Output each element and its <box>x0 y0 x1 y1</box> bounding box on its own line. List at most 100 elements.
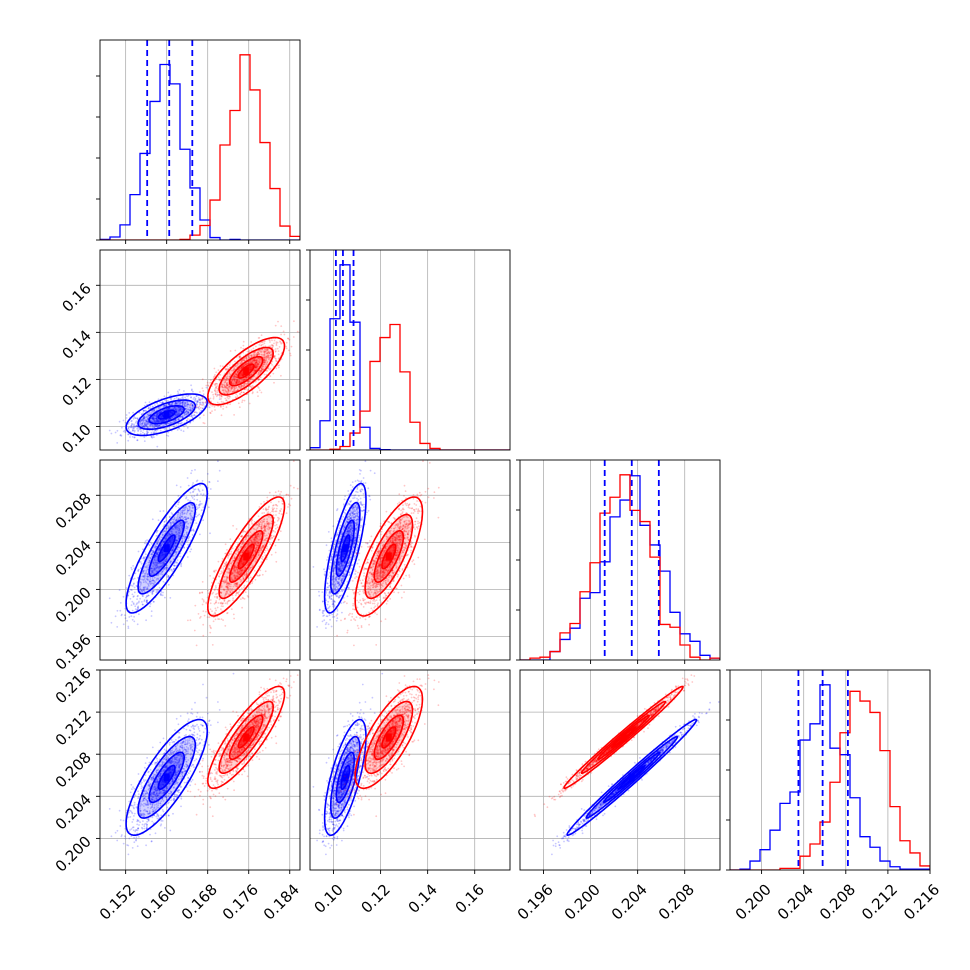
scatter-point <box>186 477 189 479</box>
scatter-point <box>179 416 182 418</box>
scatter-point <box>199 399 202 402</box>
scatter-point <box>233 368 235 371</box>
scatter-point <box>193 629 196 632</box>
scatter-point <box>236 379 239 382</box>
scatter-point <box>219 394 222 396</box>
scatter-point <box>250 341 253 343</box>
scatter-point <box>151 417 154 420</box>
scatter-point <box>214 374 216 376</box>
scatter-point <box>163 420 166 422</box>
scatter-point <box>165 423 168 426</box>
scatter-point <box>153 409 156 412</box>
scatter-point <box>176 409 179 411</box>
scatter-point <box>232 382 235 384</box>
scatter-point <box>261 348 264 351</box>
scatter-point <box>262 354 265 357</box>
scatter-point <box>125 417 128 419</box>
scatter-point <box>143 416 146 418</box>
scatter-point <box>181 401 184 404</box>
panel-0-0 <box>100 40 300 240</box>
scatter-point <box>262 365 264 368</box>
scatter-point <box>199 416 201 419</box>
scatter-point <box>251 361 254 364</box>
scatter-point <box>242 359 244 361</box>
scatter-point <box>175 408 178 410</box>
scatter-point <box>160 419 163 422</box>
scatter-point <box>145 410 148 412</box>
scatter-point <box>226 384 229 387</box>
scatter-point <box>187 418 189 420</box>
scatter-point <box>162 510 165 512</box>
scatter-point <box>154 420 157 422</box>
scatter-point <box>181 422 183 424</box>
scatter-point <box>170 403 173 406</box>
scatter-point <box>244 364 247 366</box>
scatter-point <box>127 433 130 435</box>
scatter-point <box>234 387 237 390</box>
scatter-point <box>155 418 158 420</box>
scatter-point <box>143 418 146 420</box>
scatter-point <box>193 396 196 399</box>
scatter-point <box>274 348 277 350</box>
scatter-point <box>135 420 138 423</box>
scatter-point <box>188 409 191 411</box>
scatter-point <box>185 419 188 422</box>
scatter-point <box>151 423 154 426</box>
scatter-point <box>156 402 159 405</box>
scatter-point <box>184 401 187 403</box>
scatter-point <box>250 386 253 389</box>
scatter-point <box>173 419 176 422</box>
scatter-point <box>146 426 149 429</box>
scatter-point <box>191 407 194 409</box>
scatter-point <box>178 427 181 430</box>
scatter-point <box>183 425 185 428</box>
scatter-point <box>161 409 164 412</box>
scatter-point <box>161 402 163 404</box>
scatter-point <box>110 621 113 624</box>
scatter-point <box>180 408 182 410</box>
scatter-point <box>260 368 263 371</box>
scatter-point <box>167 403 170 405</box>
scatter-point <box>157 412 159 414</box>
scatter-point <box>243 383 245 386</box>
scatter-point <box>191 407 194 410</box>
panel-2-0 <box>108 460 299 647</box>
scatter-point <box>158 412 161 415</box>
scatter-point <box>197 397 200 399</box>
scatter-point <box>173 407 176 410</box>
scatter-point <box>177 407 180 409</box>
scatter-point <box>178 418 181 421</box>
scatter-point <box>156 413 159 416</box>
scatter-point <box>157 425 160 427</box>
scatter-point <box>215 569 217 572</box>
scatter-point <box>152 431 155 434</box>
scatter-point <box>214 618 217 621</box>
scatter-point <box>161 419 164 422</box>
scatter-point <box>165 404 168 407</box>
scatter-point <box>263 373 266 376</box>
scatter-point <box>168 423 170 425</box>
scatter-point <box>219 396 221 398</box>
scatter-point <box>231 387 233 390</box>
scatter-point <box>155 431 158 434</box>
scatter-point <box>271 344 274 346</box>
scatter-point <box>187 410 189 413</box>
scatter-point <box>234 379 236 382</box>
scatter-point <box>159 510 162 513</box>
scatter-point <box>196 400 199 403</box>
scatter-point <box>174 402 177 404</box>
scatter-point <box>279 341 282 344</box>
scatter-point <box>193 411 196 414</box>
scatter-point <box>214 409 216 411</box>
scatter-point <box>143 425 146 428</box>
scatter-point <box>256 354 259 357</box>
scatter-point <box>260 350 263 353</box>
scatter-point <box>190 384 193 387</box>
scatter-point <box>191 404 194 406</box>
scatter-point <box>241 606 244 609</box>
scatter-point <box>164 404 167 407</box>
scatter-point <box>130 423 133 425</box>
scatter-point <box>261 341 264 343</box>
scatter-point <box>176 390 179 393</box>
scatter-point <box>132 417 135 420</box>
